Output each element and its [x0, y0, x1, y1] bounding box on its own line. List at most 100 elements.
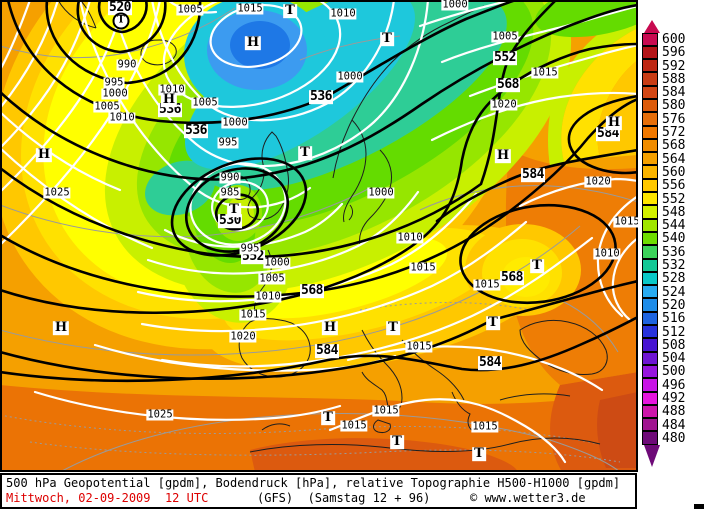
- high-marker: H: [244, 35, 262, 51]
- scale-value: 564: [662, 151, 686, 167]
- corner-mark: [694, 504, 704, 509]
- caption-bar: 500 hPa Geopotential [gpdm], Bodendruck …: [0, 473, 637, 509]
- low-marker: T: [298, 145, 312, 161]
- scale-entry: 484: [642, 418, 704, 432]
- scale-entry: 492: [642, 391, 704, 407]
- scale-entry: 536: [642, 244, 704, 260]
- scale-entry: 516: [642, 311, 704, 327]
- scale-entry: 584: [642, 85, 704, 99]
- scale-value: 580: [662, 98, 686, 114]
- scale-entry: 596: [642, 45, 704, 61]
- scale-swatch: [642, 32, 658, 46]
- low-marker: T: [386, 320, 400, 336]
- high-marker: H: [160, 92, 178, 108]
- scale-swatch: [642, 338, 658, 352]
- pressure-label: 1015: [340, 419, 368, 432]
- pressure-label: 1015: [613, 216, 638, 228]
- geopotential-label: 584: [478, 355, 502, 371]
- scale-entry: 480: [642, 430, 704, 446]
- scale-swatch: [642, 218, 658, 232]
- scale-swatch: [642, 285, 658, 299]
- pressure-label: 1015: [531, 66, 559, 79]
- geopotential-label: 584: [315, 343, 339, 359]
- pressure-label: 1005: [258, 272, 286, 285]
- scale-value: 516: [662, 311, 686, 327]
- scale-value: 596: [662, 45, 686, 61]
- scale-entry: 532: [642, 258, 704, 272]
- pressure-label: 1000: [101, 87, 129, 100]
- pressure-label: 1015: [405, 340, 433, 353]
- scale-value: 492: [662, 391, 686, 407]
- pressure-label: 990: [116, 58, 138, 71]
- pressure-label: 995: [239, 242, 261, 255]
- pressure-label: 990: [219, 171, 241, 184]
- pressure-label: 1010: [254, 290, 282, 303]
- pressure-label: 1015: [471, 420, 499, 433]
- pressure-label: 1015: [409, 261, 437, 274]
- low-marker: T: [530, 258, 544, 274]
- low-marker: T: [227, 202, 241, 218]
- pressure-label: 1000: [367, 186, 395, 199]
- pressure-label: 1015: [239, 308, 267, 321]
- pressure-label: 1020: [490, 98, 518, 111]
- scale-swatch: [642, 404, 658, 419]
- pressure-label: 985: [219, 186, 241, 199]
- caption-credit: © www.wetter3.de: [470, 491, 586, 505]
- pressure-label: 1010: [396, 231, 424, 244]
- scale-value: 600: [662, 32, 686, 47]
- scale-swatch: [642, 72, 658, 86]
- scale-swatch: [642, 364, 658, 379]
- scale-value: 572: [662, 125, 686, 141]
- color-scale-rows: 600 596 592 588 584 580 576 572 568 564 560 556 552 5…: [642, 32, 704, 446]
- scale-entry: 548: [642, 205, 704, 219]
- scale-value: 588: [662, 71, 686, 87]
- scale-entry: 500: [642, 364, 704, 380]
- map-canvas: 520 T 536 536 536 552 552 568 568 568 584 584 584 584…: [0, 0, 638, 472]
- pressure-label: 1000: [221, 116, 249, 129]
- pressure-label: 1025: [43, 186, 71, 199]
- geopotential-label: 568: [300, 283, 324, 299]
- pressure-label: 1025: [146, 408, 174, 421]
- geopotential-label: 536: [184, 123, 208, 139]
- geopotential-contour-layer: [0, 0, 638, 383]
- scale-value: 500: [662, 364, 686, 380]
- scale-value: 528: [662, 271, 686, 287]
- scale-value: 524: [662, 284, 686, 300]
- scale-swatch: [642, 271, 658, 286]
- caption-title: 500 hPa Geopotential [gpdm], Bodendruck …: [6, 476, 621, 490]
- scale-value: 520: [662, 297, 686, 313]
- scale-value: 512: [662, 324, 686, 340]
- scale-entry: 524: [642, 284, 704, 300]
- scale-entry: 556: [642, 178, 704, 194]
- pressure-label: 995: [217, 136, 239, 149]
- scale-value: 592: [662, 58, 686, 74]
- scale-swatch: [642, 192, 658, 206]
- scale-swatch: [642, 311, 658, 326]
- scale-value: 556: [662, 178, 686, 194]
- scale-swatch: [642, 205, 658, 219]
- scale-entry: 504: [642, 351, 704, 365]
- scale-swatch: [642, 391, 658, 405]
- low-marker: T: [321, 410, 335, 426]
- scale-value: 536: [662, 244, 686, 260]
- scale-entry: 528: [642, 271, 704, 287]
- geopotential-label: 584: [521, 167, 545, 183]
- pressure-label: 1005: [491, 30, 519, 43]
- low-marker: T: [283, 3, 297, 19]
- geopotential-label: 568: [496, 77, 520, 93]
- scale-value: 508: [662, 337, 686, 353]
- scale-entry: 568: [642, 138, 704, 153]
- caption-datetime: Mittwoch, 02-09-2009 12 UTC: [6, 491, 209, 505]
- scale-swatch: [642, 298, 658, 312]
- geopotential-label: 584: [596, 126, 620, 142]
- scale-entry: 488: [642, 404, 704, 419]
- map-border: [0, 0, 638, 472]
- geopotential-label: 568: [500, 270, 524, 286]
- scale-swatch: [642, 85, 658, 99]
- scale-entry: 572: [642, 125, 704, 141]
- scale-swatch: [642, 112, 658, 126]
- scale-value: 480: [662, 430, 686, 446]
- scale-entry: 496: [642, 378, 704, 392]
- pressure-label: 1020: [584, 175, 612, 188]
- pressure-label: 1000: [441, 0, 469, 11]
